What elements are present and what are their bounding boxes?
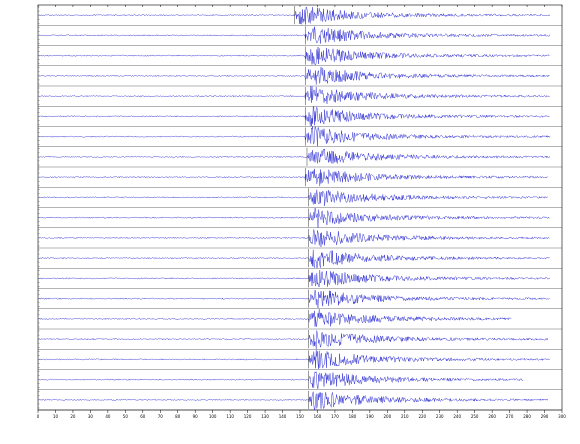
- waveform: [38, 270, 550, 288]
- x-tick-label: 80: [175, 414, 181, 419]
- waveform: [38, 46, 550, 66]
- waveform: [38, 309, 512, 327]
- x-tick-label: 70: [158, 414, 164, 419]
- x-tick-label: 150: [296, 414, 304, 419]
- x-tick-label: 60: [140, 414, 146, 419]
- waveform: [38, 106, 550, 127]
- waveform: [38, 6, 550, 25]
- x-tick-label: 260: [488, 414, 496, 419]
- waveform: [38, 370, 524, 389]
- x-tick-label: 50: [123, 414, 129, 419]
- waveform: [38, 67, 550, 85]
- waveform: [38, 289, 550, 309]
- x-tick-label: 30: [88, 414, 94, 419]
- x-tick-label: 120: [244, 414, 252, 419]
- x-tick-label: 230: [436, 414, 444, 419]
- waveform: [38, 189, 548, 206]
- waveform: [38, 391, 549, 411]
- x-tick-label: 280: [523, 414, 531, 419]
- x-tick-label: 300: [558, 414, 566, 419]
- x-tick-label: 170: [331, 414, 339, 419]
- waveform: [38, 349, 550, 369]
- waveform: [38, 26, 550, 44]
- waveform: [38, 229, 550, 248]
- x-tick-label: 270: [506, 414, 514, 419]
- x-tick-label: 160: [314, 414, 322, 419]
- x-tick-label: 200: [384, 414, 392, 419]
- x-tick-label: 140: [279, 414, 287, 419]
- x-tick-label: 290: [541, 414, 549, 419]
- x-tick-label: 210: [401, 414, 409, 419]
- x-tick-label: 130: [261, 414, 269, 419]
- x-tick-label: 40: [105, 414, 111, 419]
- x-tick-label: 100: [209, 414, 217, 419]
- waveform: [38, 330, 549, 349]
- x-tick-label: 10: [53, 414, 59, 419]
- waveform: [38, 207, 550, 228]
- x-tick-label: 180: [349, 414, 357, 419]
- x-tick-label: 190: [366, 414, 374, 419]
- waveform: [38, 148, 550, 164]
- waveform: [38, 86, 550, 104]
- x-tick-label: 250: [471, 414, 479, 419]
- x-tick-label: 220: [418, 414, 426, 419]
- x-tick-label: 240: [453, 414, 461, 419]
- x-tick-label: 20: [70, 414, 76, 419]
- waveform: [38, 168, 548, 187]
- x-tick-label: 110: [226, 414, 234, 419]
- x-tick-label: 0: [37, 414, 40, 419]
- waveform: [38, 249, 550, 268]
- waveform: [38, 126, 550, 147]
- x-tick-label: 90: [193, 414, 199, 419]
